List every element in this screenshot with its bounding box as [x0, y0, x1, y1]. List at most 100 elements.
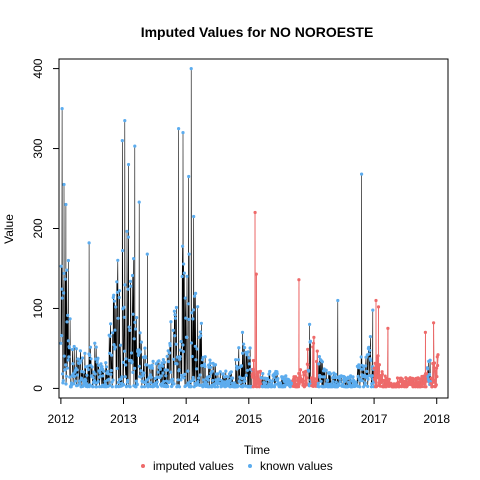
known-point: [126, 287, 130, 291]
known-point: [181, 244, 185, 248]
known-point: [85, 373, 89, 377]
known-point: [181, 131, 185, 135]
known-point: [261, 372, 265, 376]
known-point: [272, 375, 276, 379]
y-tick-label: 300: [31, 138, 45, 158]
known-point: [161, 371, 165, 375]
known-point: [352, 378, 356, 382]
known-point: [135, 316, 139, 320]
known-point: [131, 370, 135, 374]
known-point: [67, 346, 71, 350]
known-point: [243, 379, 247, 383]
known-point: [96, 379, 100, 384]
known-point: [115, 280, 119, 284]
known-point: [182, 376, 186, 380]
known-point: [307, 369, 311, 373]
known-point: [112, 299, 116, 303]
known-point: [180, 274, 184, 279]
known-point: [161, 364, 165, 368]
y-tick-label: 200: [31, 218, 45, 238]
known-point: [84, 365, 88, 369]
known-point: [331, 379, 335, 383]
known-point: [316, 381, 320, 386]
known-point: [199, 334, 203, 338]
known-point: [268, 369, 272, 374]
known-point: [165, 354, 169, 358]
known-point: [72, 382, 76, 386]
known-point: [64, 202, 68, 207]
known-point: [238, 380, 243, 384]
known-point: [60, 287, 64, 291]
known-point: [98, 374, 102, 378]
known-point: [179, 339, 183, 344]
known-point: [117, 289, 122, 293]
known-point: [111, 378, 115, 382]
known-point: [178, 355, 182, 359]
known-point: [371, 380, 376, 384]
known-point: [244, 373, 248, 377]
known-point: [65, 320, 69, 324]
known-point: [308, 339, 312, 343]
known-point: [363, 373, 367, 377]
imputed-point: [429, 382, 433, 386]
known-point: [59, 264, 63, 268]
known-point: [140, 385, 144, 389]
known-point: [364, 355, 368, 359]
known-point: [158, 367, 162, 371]
known-point: [161, 358, 165, 362]
known-point: [85, 382, 89, 386]
known-point: [195, 347, 199, 351]
known-point: [108, 383, 112, 387]
known-point: [173, 313, 177, 317]
known-point: [272, 385, 277, 389]
known-point: [74, 347, 78, 351]
known-point: [239, 364, 244, 368]
known-point: [183, 372, 187, 376]
series-line: [60, 68, 439, 388]
known-point: [268, 378, 272, 383]
imputed-point: [302, 373, 306, 377]
known-point: [110, 353, 114, 357]
known-point: [111, 331, 115, 335]
known-point: [178, 348, 183, 352]
known-point: [334, 380, 338, 384]
imputed-point: [306, 363, 310, 367]
imputed-point: [378, 384, 382, 388]
known-point: [218, 370, 222, 374]
known-point: [60, 107, 64, 111]
imputed-point: [305, 383, 309, 387]
known-point: [139, 375, 143, 379]
known-point: [324, 368, 328, 372]
x-axis: 2012 2013 2014 2015 2016 2017 2018: [48, 397, 450, 426]
known-point: [164, 374, 168, 378]
known-point: [91, 385, 95, 389]
known-point: [365, 374, 369, 378]
known-point: [82, 370, 86, 374]
known-point: [228, 378, 232, 383]
known-point: [60, 334, 64, 338]
known-point: [172, 382, 176, 386]
known-point: [354, 380, 358, 384]
known-point: [319, 375, 323, 379]
known-point: [123, 375, 127, 379]
known-point: [247, 362, 251, 366]
imputed-point: [306, 347, 310, 351]
x-tick-label: 2016: [298, 412, 325, 426]
known-point: [185, 335, 189, 339]
known-point: [325, 382, 329, 386]
known-point: [121, 360, 125, 364]
imputed-point: [298, 368, 303, 372]
known-point: [59, 341, 63, 345]
known-point: [243, 346, 247, 350]
known-point: [189, 67, 193, 71]
known-point: [66, 313, 70, 317]
known-point: [370, 374, 374, 378]
known-point: [247, 356, 251, 360]
known-point: [213, 363, 218, 367]
legend-label-known: known values: [260, 459, 333, 473]
known-point: [129, 284, 133, 288]
imputed-point: [423, 330, 427, 334]
known-point: [363, 381, 367, 385]
known-point: [273, 382, 278, 386]
